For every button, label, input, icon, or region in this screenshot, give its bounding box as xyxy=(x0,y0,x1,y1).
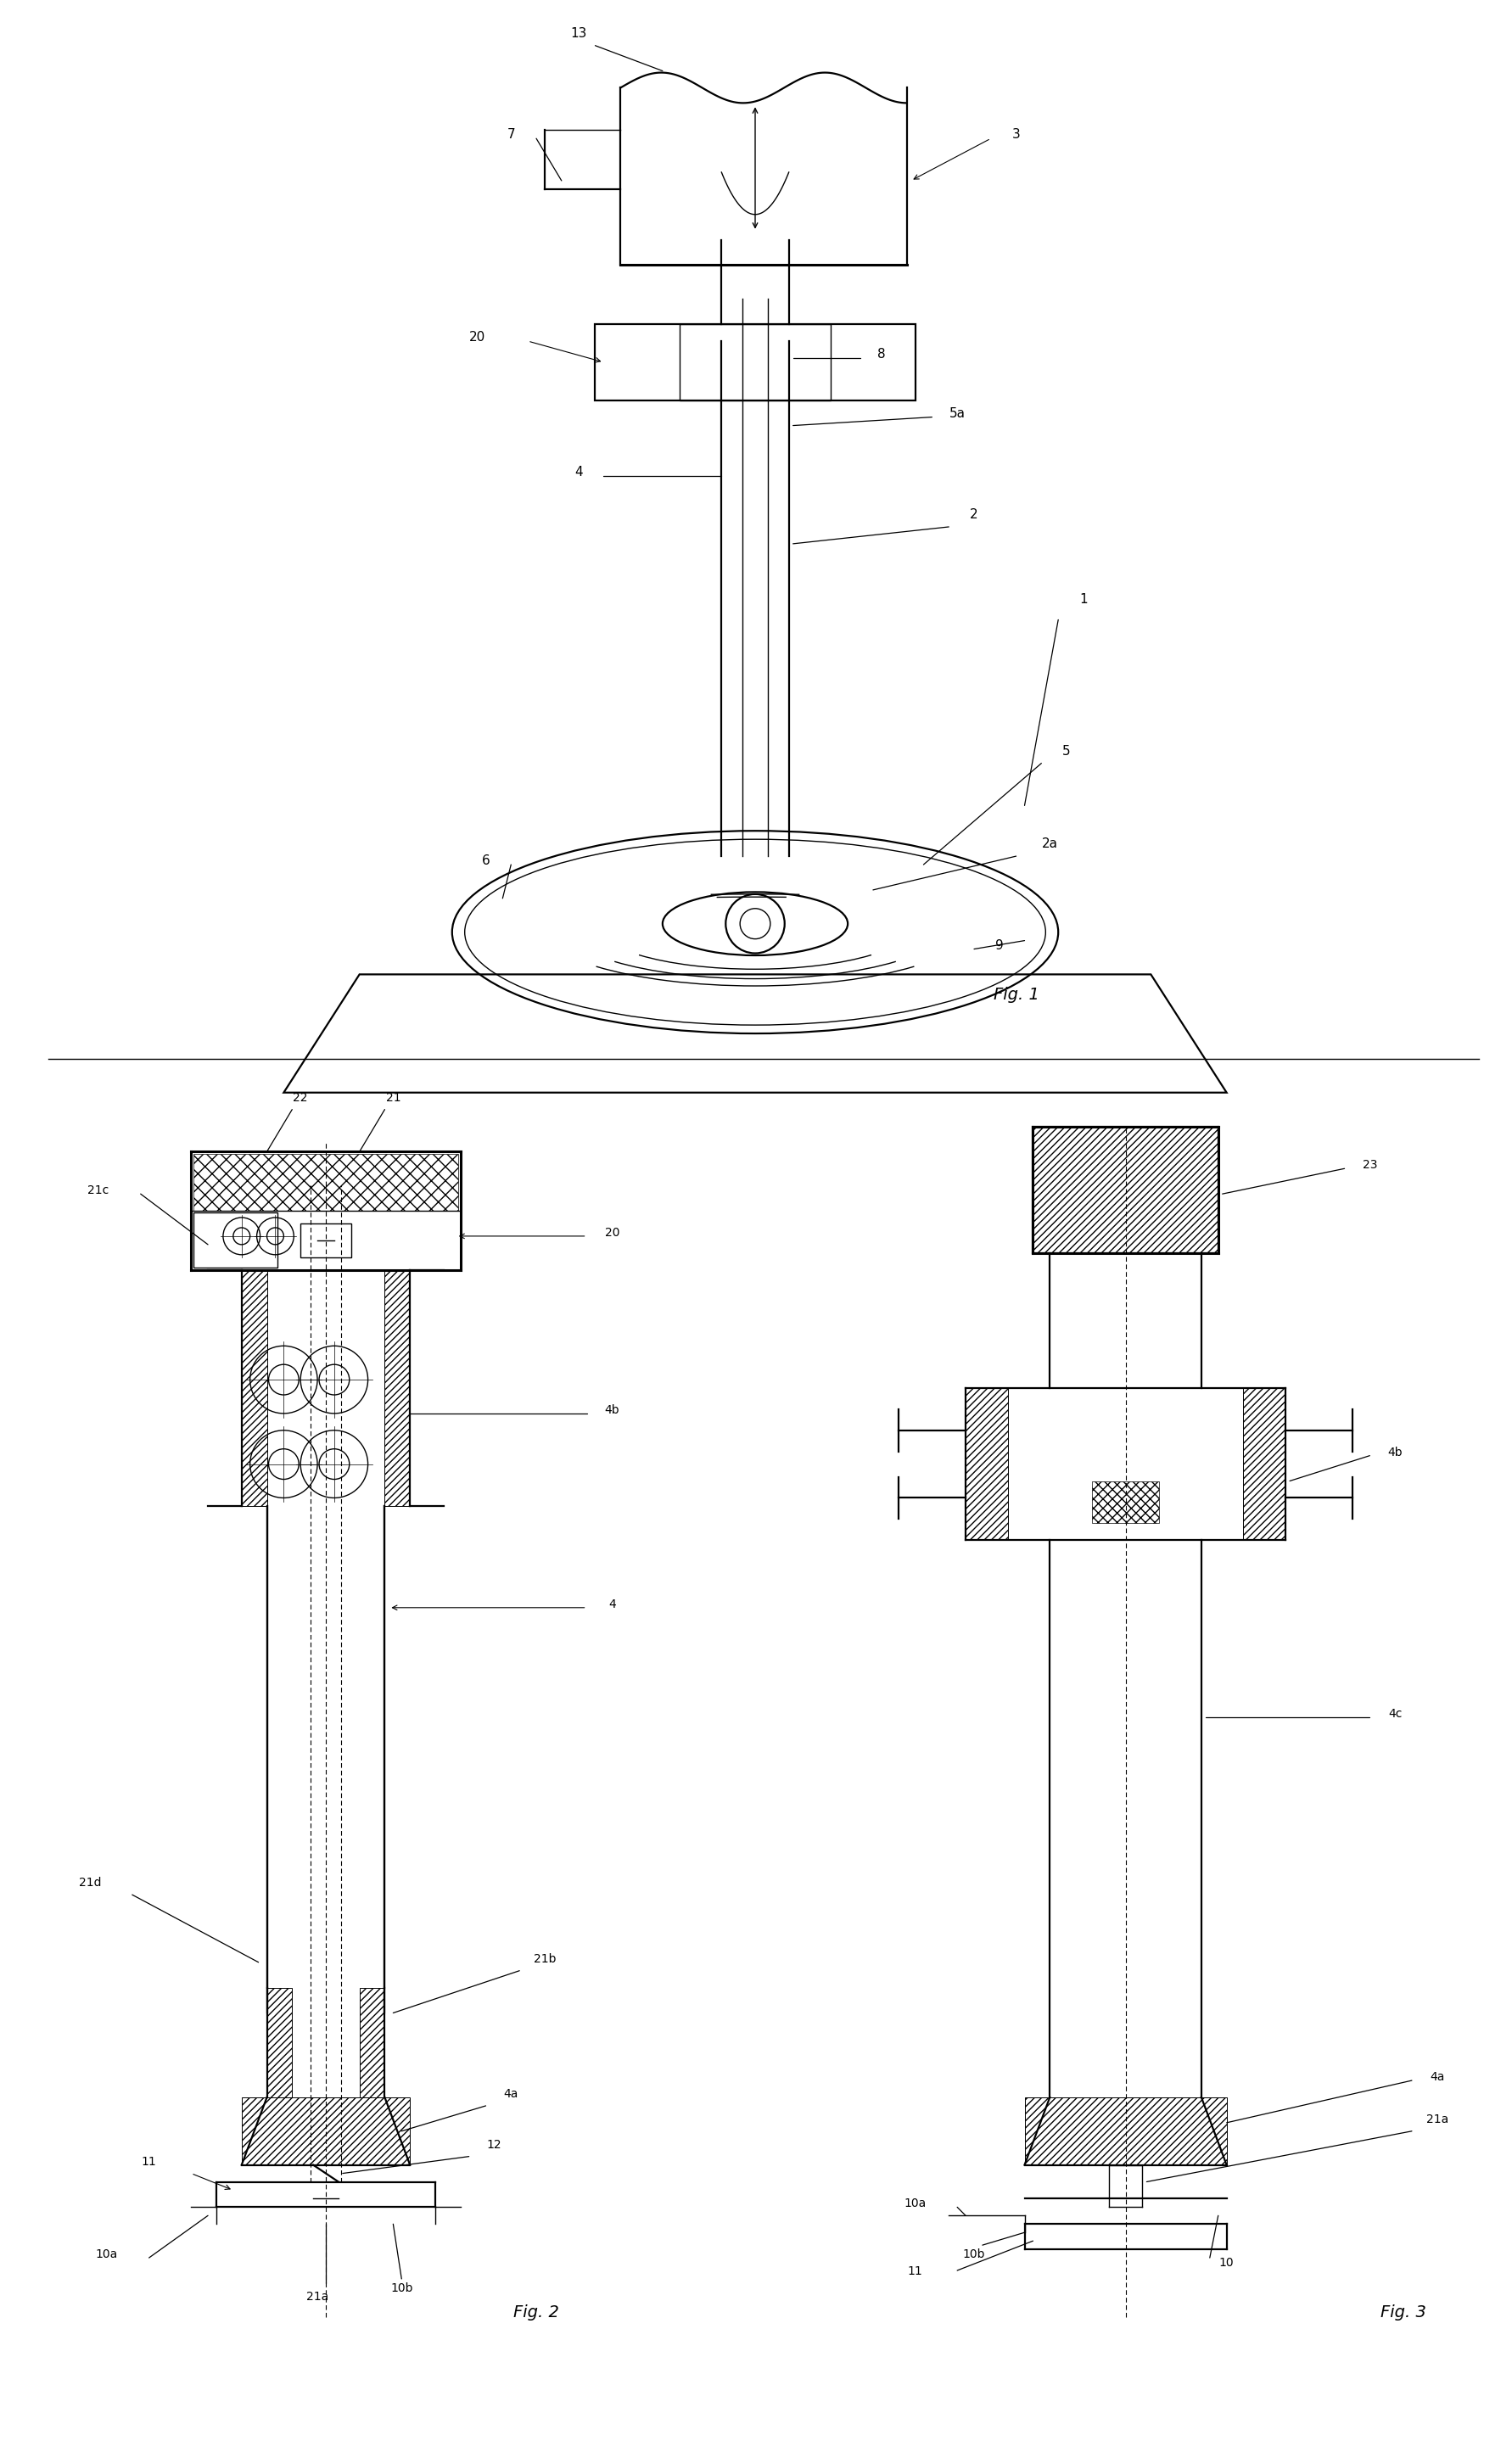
Bar xyxy=(194,1155,458,1211)
Text: 21a: 21a xyxy=(1426,2114,1447,2126)
Text: 10b: 10b xyxy=(390,2282,413,2295)
Text: 4b: 4b xyxy=(605,1404,620,1416)
Bar xyxy=(242,2097,410,2165)
Text: 21c: 21c xyxy=(88,1184,109,1196)
Bar xyxy=(266,1987,292,2097)
Bar xyxy=(384,1269,410,1506)
Text: 22: 22 xyxy=(293,1091,308,1103)
Text: Fig. 2: Fig. 2 xyxy=(513,2304,559,2321)
Bar xyxy=(965,1389,1007,1540)
Text: Fig. 3: Fig. 3 xyxy=(1380,2304,1426,2321)
Text: 2: 2 xyxy=(969,508,978,520)
Text: 10b: 10b xyxy=(962,2248,984,2260)
Text: 4a: 4a xyxy=(503,2087,519,2099)
Text: 21a: 21a xyxy=(305,2290,328,2302)
Text: 4: 4 xyxy=(575,466,582,478)
Text: 4b: 4b xyxy=(1387,1448,1402,1457)
Text: 11: 11 xyxy=(142,2155,156,2168)
Text: 3: 3 xyxy=(1012,129,1019,142)
Text: 4c: 4c xyxy=(1388,1709,1402,1721)
Bar xyxy=(301,1223,351,1257)
Text: 10a: 10a xyxy=(904,2197,925,2209)
Text: 12: 12 xyxy=(487,2138,502,2151)
Text: 21b: 21b xyxy=(534,1953,555,1965)
Text: Fig. 1: Fig. 1 xyxy=(993,986,1039,1003)
Text: 10: 10 xyxy=(1219,2258,1234,2268)
Bar xyxy=(1033,1125,1217,1252)
Text: 5a: 5a xyxy=(948,408,965,420)
Text: 6: 6 xyxy=(481,854,490,867)
Bar xyxy=(1092,1482,1158,1523)
Bar xyxy=(1024,2097,1226,2165)
Text: 21: 21 xyxy=(386,1091,401,1103)
Circle shape xyxy=(726,893,785,954)
Text: 4a: 4a xyxy=(1429,2070,1444,2082)
Text: 7: 7 xyxy=(507,129,514,142)
Text: 23: 23 xyxy=(1361,1159,1376,1172)
Text: 20: 20 xyxy=(605,1228,618,1238)
Text: 5: 5 xyxy=(1061,745,1070,757)
Text: 9: 9 xyxy=(995,940,1002,952)
Text: 4: 4 xyxy=(608,1599,615,1611)
Bar xyxy=(242,1269,266,1506)
Bar xyxy=(194,1213,278,1267)
Bar xyxy=(1243,1389,1285,1540)
Bar xyxy=(594,325,915,400)
Text: 13: 13 xyxy=(570,27,587,39)
Text: 11: 11 xyxy=(907,2265,922,2277)
Text: 1: 1 xyxy=(1078,593,1087,605)
Text: 20: 20 xyxy=(469,332,485,344)
Text: 21d: 21d xyxy=(79,1877,101,1889)
Bar xyxy=(360,1987,384,2097)
Text: 2a: 2a xyxy=(1042,837,1057,849)
Text: 10a: 10a xyxy=(95,2248,118,2260)
Text: 8: 8 xyxy=(877,347,885,361)
Bar xyxy=(679,325,830,400)
